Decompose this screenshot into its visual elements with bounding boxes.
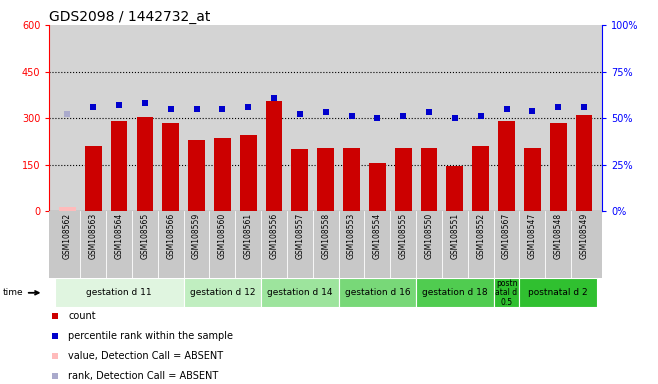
Text: GSM108547: GSM108547 bbox=[528, 213, 537, 260]
Bar bbox=[163, 123, 179, 211]
Bar bbox=[240, 135, 257, 211]
Bar bbox=[498, 121, 515, 211]
Bar bbox=[524, 147, 541, 211]
Bar bbox=[576, 115, 592, 211]
Bar bbox=[184, 278, 261, 307]
Text: GSM108561: GSM108561 bbox=[243, 213, 253, 259]
Text: GSM108551: GSM108551 bbox=[450, 213, 459, 259]
Bar bbox=[136, 116, 153, 211]
Point bbox=[114, 102, 124, 108]
Bar bbox=[395, 147, 412, 211]
Text: gestation d 14: gestation d 14 bbox=[267, 288, 333, 297]
Text: GSM108555: GSM108555 bbox=[399, 213, 408, 260]
Text: postn
atal d
0.5: postn atal d 0.5 bbox=[495, 279, 518, 307]
Bar bbox=[472, 146, 489, 211]
Text: GSM108556: GSM108556 bbox=[270, 213, 278, 260]
Text: GSM108557: GSM108557 bbox=[295, 213, 305, 260]
Bar bbox=[291, 149, 309, 211]
Bar bbox=[550, 123, 567, 211]
Point bbox=[295, 91, 306, 97]
Bar bbox=[214, 138, 231, 211]
Point bbox=[449, 115, 460, 121]
Bar bbox=[339, 278, 416, 307]
Point bbox=[346, 113, 357, 119]
Text: gestation d 18: gestation d 18 bbox=[422, 288, 488, 297]
Text: rank, Detection Call = ABSENT: rank, Detection Call = ABSENT bbox=[68, 371, 218, 381]
Bar bbox=[55, 278, 184, 307]
Bar bbox=[420, 147, 438, 211]
Point bbox=[579, 104, 590, 110]
Point bbox=[398, 113, 409, 119]
Point bbox=[295, 273, 306, 279]
Point bbox=[165, 106, 176, 112]
Text: GSM108553: GSM108553 bbox=[347, 213, 356, 260]
Text: count: count bbox=[68, 311, 96, 321]
Point bbox=[476, 113, 486, 119]
Point bbox=[139, 100, 150, 106]
Point bbox=[268, 94, 279, 101]
Bar bbox=[111, 121, 128, 211]
Text: gestation d 12: gestation d 12 bbox=[190, 288, 255, 297]
Bar bbox=[317, 147, 334, 211]
Text: GSM108565: GSM108565 bbox=[140, 213, 149, 260]
Text: GSM108567: GSM108567 bbox=[502, 213, 511, 260]
Bar bbox=[494, 278, 519, 307]
Text: GSM108564: GSM108564 bbox=[114, 213, 124, 260]
Text: value, Detection Call = ABSENT: value, Detection Call = ABSENT bbox=[68, 351, 224, 361]
Bar bbox=[447, 166, 463, 211]
Text: GDS2098 / 1442732_at: GDS2098 / 1442732_at bbox=[49, 10, 211, 24]
Bar bbox=[261, 278, 339, 307]
Bar bbox=[369, 163, 386, 211]
Text: GSM108559: GSM108559 bbox=[192, 213, 201, 260]
Text: GSM108550: GSM108550 bbox=[424, 213, 434, 260]
Point bbox=[424, 109, 434, 116]
Bar bbox=[59, 207, 76, 211]
Text: postnatal d 2: postnatal d 2 bbox=[528, 288, 588, 297]
Text: GSM108549: GSM108549 bbox=[580, 213, 588, 260]
Point bbox=[243, 104, 253, 110]
Text: gestation d 11: gestation d 11 bbox=[86, 288, 152, 297]
Bar bbox=[85, 146, 101, 211]
Point bbox=[295, 111, 305, 118]
Point bbox=[62, 111, 72, 118]
Text: GSM108560: GSM108560 bbox=[218, 213, 227, 260]
Point bbox=[217, 106, 228, 112]
Text: GSM108552: GSM108552 bbox=[476, 213, 485, 259]
Point bbox=[501, 106, 512, 112]
Bar bbox=[519, 278, 597, 307]
Text: GSM108558: GSM108558 bbox=[321, 213, 330, 259]
Bar bbox=[188, 140, 205, 211]
Point bbox=[191, 106, 202, 112]
Text: gestation d 16: gestation d 16 bbox=[345, 288, 410, 297]
Point bbox=[553, 104, 563, 110]
Text: GSM108548: GSM108548 bbox=[553, 213, 563, 259]
Text: time: time bbox=[3, 288, 39, 297]
Point bbox=[527, 108, 538, 114]
Point bbox=[88, 104, 99, 110]
Text: GSM108566: GSM108566 bbox=[166, 213, 175, 260]
Point bbox=[372, 115, 383, 121]
Text: GSM108563: GSM108563 bbox=[89, 213, 98, 260]
Bar bbox=[266, 101, 282, 211]
Text: GSM108562: GSM108562 bbox=[63, 213, 72, 259]
Bar bbox=[416, 278, 494, 307]
Point bbox=[320, 109, 331, 116]
Bar bbox=[343, 147, 360, 211]
Text: GSM108554: GSM108554 bbox=[373, 213, 382, 260]
Text: percentile rank within the sample: percentile rank within the sample bbox=[68, 331, 234, 341]
